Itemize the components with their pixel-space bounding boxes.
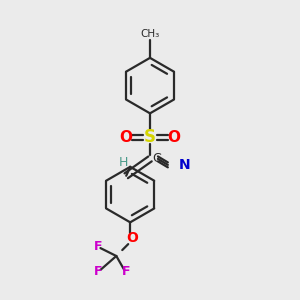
- Text: H: H: [118, 156, 128, 169]
- Text: F: F: [94, 240, 103, 253]
- Text: S: S: [144, 128, 156, 146]
- Text: C: C: [152, 152, 161, 165]
- Text: F: F: [94, 266, 103, 278]
- Text: F: F: [122, 266, 130, 278]
- Text: CH₃: CH₃: [140, 29, 160, 39]
- Text: O: O: [126, 231, 138, 245]
- Text: O: O: [167, 130, 180, 145]
- Text: O: O: [120, 130, 133, 145]
- Text: N: N: [179, 158, 190, 172]
